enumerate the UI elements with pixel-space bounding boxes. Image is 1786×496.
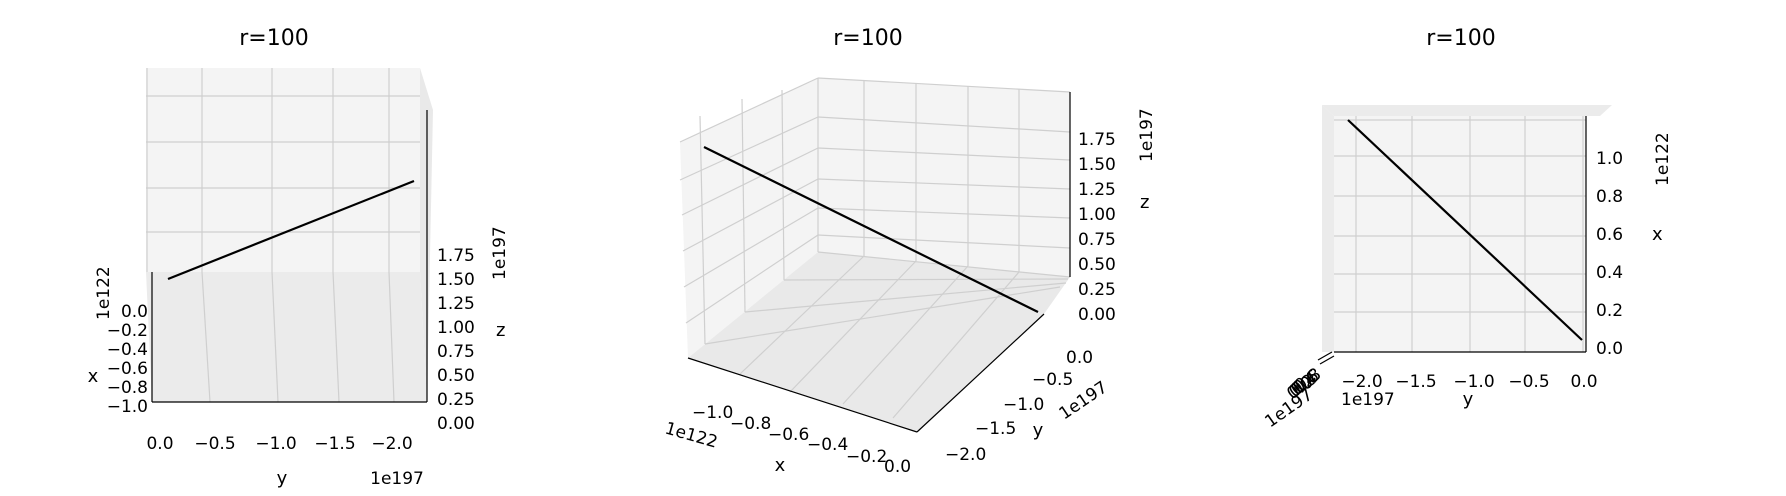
panel-1-title: r=100	[239, 26, 308, 51]
panel-3: r=100 0.0 0.2 0.4 0.6 0.8 1.0 1	[1261, 26, 1673, 432]
panel-2-z-tick: 0.50	[1078, 255, 1116, 275]
panel-3-x-tick: 0.2	[1596, 301, 1623, 321]
panel-3-y-tick: −0.5	[1508, 372, 1549, 392]
panel-2-z-tick: 1.00	[1078, 205, 1116, 225]
panel-2-title: r=100	[833, 26, 902, 51]
panel-1-x-tick: 0.0	[121, 302, 148, 322]
panel-3-y-scale-label: 1e197	[1341, 390, 1395, 410]
panel-3-grid	[1334, 116, 1586, 352]
panel-2-y-tick: 0.0	[1066, 348, 1093, 368]
panel-3-collapsed-ticks: 1e197 0.0 0.2 0.4 0.6 0.8	[1261, 351, 1335, 432]
panel-2-z-tick: 1.25	[1078, 180, 1116, 200]
panel-3-title: r=100	[1426, 26, 1495, 51]
panel-3-y-tick: −1.5	[1395, 372, 1436, 392]
panel-2-z-tick: 0.75	[1078, 230, 1116, 250]
panel-2-x-tick: −1.0	[692, 403, 733, 423]
panel-3-y-tick: −1.0	[1453, 372, 1494, 392]
panel-1-y-tick: −0.5	[194, 434, 235, 454]
panel-1-z-tick: 0.00	[437, 414, 475, 434]
panel-3-x-scale-label: 1e122	[1653, 132, 1673, 186]
panel-2-z-scale-label: 1e197	[1137, 108, 1157, 162]
panel-2-y-axis-label: y	[1033, 420, 1044, 441]
panel-2-x-tick: −0.2	[846, 447, 887, 467]
panel-1-x-tick: −0.2	[107, 321, 148, 341]
panel-3-x-tick: 0.8	[1596, 187, 1623, 207]
panel-3-left-edge	[1322, 105, 1334, 352]
panel-2-axes	[687, 92, 1071, 433]
panel-1-z-tick: 0.25	[437, 390, 475, 410]
panel-2-x-axis-label: x	[775, 455, 786, 476]
panel-2-left-pane	[680, 78, 818, 358]
panel-2-z-tick: 1.50	[1078, 155, 1116, 175]
panel-2-z-tick: 1.75	[1078, 130, 1116, 150]
panel-1-z-tick: 0.75	[437, 342, 475, 362]
panel-1-z-tick: 1.75	[437, 246, 475, 266]
panel-2-x-tick: −0.8	[730, 414, 771, 434]
panel-2-x-tick: −0.4	[807, 435, 848, 455]
panel-2-x-tick: −0.6	[768, 425, 809, 445]
panel-1-y-tick: −2.0	[371, 434, 412, 454]
panel-1-floor-pane	[146, 272, 427, 402]
panel-3-axes	[1334, 116, 1587, 353]
panel-1-y-tick: 0.0	[146, 434, 173, 454]
panel-3-x-tick: 0.6	[1596, 225, 1623, 245]
panel-2-z-tick: 0.00	[1078, 305, 1116, 325]
panel-1-x-tick: −0.4	[107, 340, 148, 360]
panel-1-x-scale-label: 1e122	[94, 266, 114, 320]
panel-1-z-tick: 1.50	[437, 270, 475, 290]
panel-3-top-edge	[1322, 105, 1612, 116]
panel-1-z-tick: 1.25	[437, 294, 475, 314]
panel-1-series-line	[167, 179, 415, 281]
panel-3-x-tick: 0.0	[1596, 339, 1623, 359]
panel-1-z-scale-label: 1e197	[490, 226, 510, 280]
panel-2-x-tick: 0.0	[884, 457, 911, 477]
panel-3-back-pane	[1334, 116, 1586, 352]
panel-2-y-tick: −1.0	[1003, 395, 1044, 415]
panel-2-x-scale-label: 1e122	[663, 419, 720, 453]
panel-1-axes	[151, 110, 428, 403]
panel-3-x-axis-label: x	[1652, 224, 1663, 245]
panel-2-back-pane	[818, 78, 1070, 277]
panel-1-y-tick: −1.0	[255, 434, 296, 454]
panel-1-y-axis-label: y	[277, 468, 288, 489]
panel-2-floor-pane	[688, 252, 1070, 432]
panel-2-z-axis-label: z	[1140, 192, 1149, 213]
panel-2-y-tick: −2.0	[945, 445, 986, 465]
panel-1-x-axis-label: x	[88, 366, 99, 387]
panel-3-x-tick: 1.0	[1596, 149, 1623, 169]
panel-1-back-pane	[146, 68, 420, 272]
panel-2-series-line	[703, 146, 1039, 313]
panel-3-y-tick: 0.0	[1570, 372, 1597, 392]
panel-2-z-tick: 0.25	[1078, 280, 1116, 300]
panel-3-y-axis-label: y	[1463, 389, 1474, 410]
panel-1-x-tick: −0.6	[107, 359, 148, 379]
panel-1-y-tick: −1.5	[314, 434, 355, 454]
panel-3-y-tick: −2.0	[1341, 372, 1382, 392]
panel-1-z-axis-label: z	[496, 320, 505, 341]
panel-2-y-tick: −0.5	[1032, 370, 1073, 390]
panel-1-grid	[146, 68, 420, 403]
panel-1: r=100 0.0 −0.2 −0.4 −0	[88, 26, 510, 489]
panel-1-x-tick: −0.8	[107, 378, 148, 398]
panel-1-x-tick: −1.0	[107, 397, 148, 417]
panel-1-z-tick: 0.50	[437, 366, 475, 386]
panel-2-y-tick: −1.5	[975, 419, 1016, 439]
panel-1-y-scale-label: 1e197	[370, 469, 424, 489]
panel-2: r=100	[663, 26, 1157, 477]
panel-3-series-line	[1347, 119, 1583, 341]
panel-3-x-tick: 0.4	[1596, 263, 1623, 283]
panel-1-z-tick: 1.00	[437, 318, 475, 338]
